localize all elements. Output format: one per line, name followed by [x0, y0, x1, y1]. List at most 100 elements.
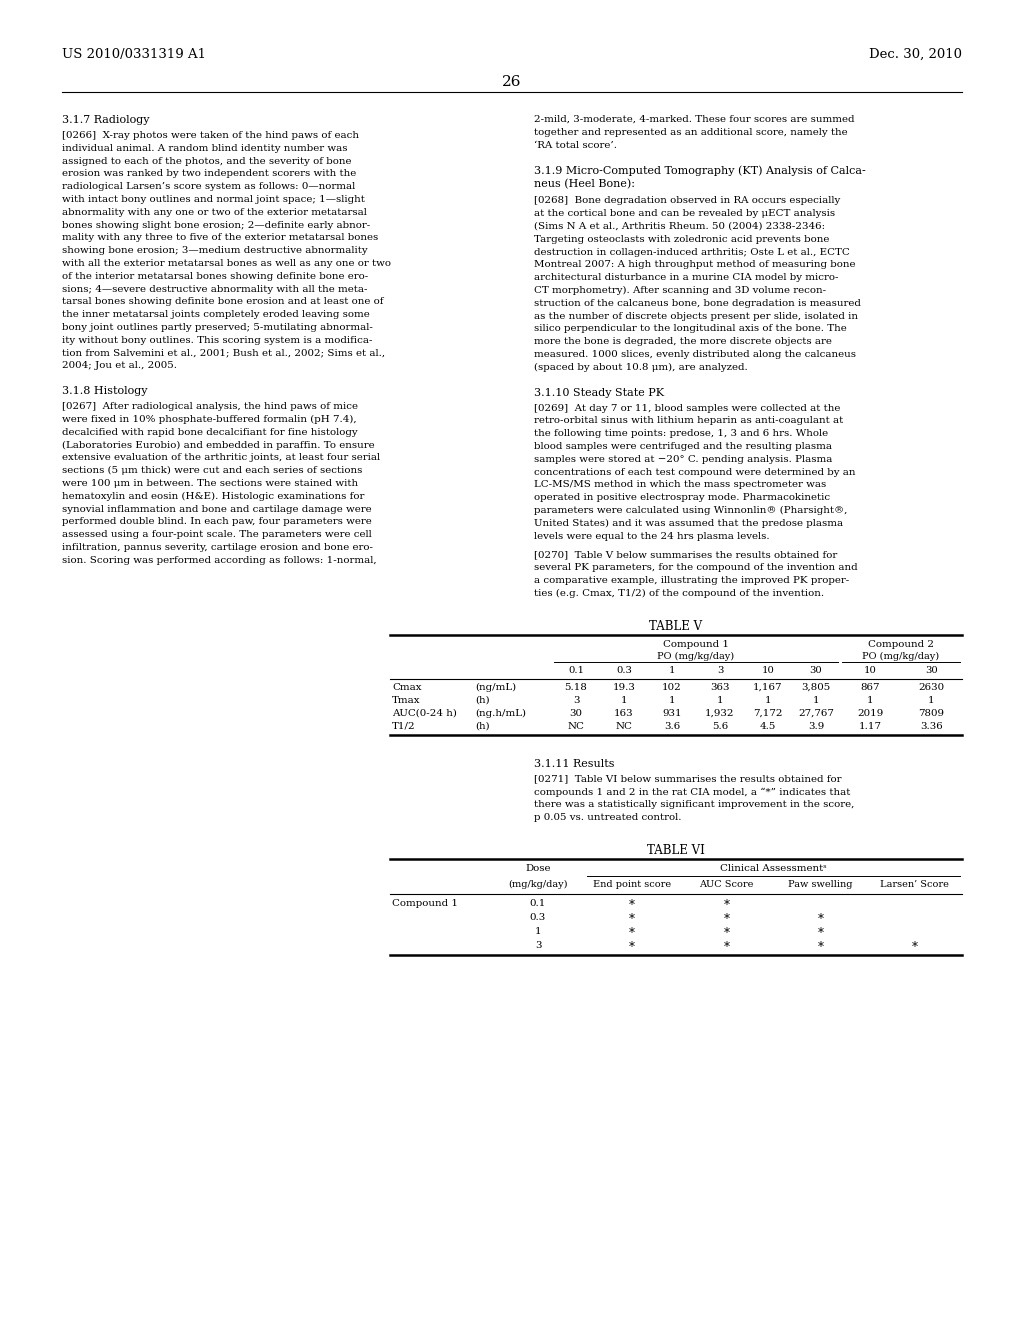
Text: 3,805: 3,805 — [802, 682, 830, 692]
Text: CT morphometry). After scanning and 3D volume recon-: CT morphometry). After scanning and 3D v… — [534, 286, 826, 296]
Text: Cmax: Cmax — [392, 682, 422, 692]
Text: Dose: Dose — [525, 863, 551, 873]
Text: more the bone is degraded, the more discrete objects are: more the bone is degraded, the more disc… — [534, 337, 831, 346]
Text: Compound 2: Compound 2 — [868, 640, 934, 648]
Text: 27,767: 27,767 — [798, 709, 834, 718]
Text: Tmax: Tmax — [392, 696, 421, 705]
Text: Dec. 30, 2010: Dec. 30, 2010 — [869, 48, 962, 61]
Text: infiltration, pannus severity, cartilage erosion and bone ero-: infiltration, pannus severity, cartilage… — [62, 543, 373, 552]
Text: 3: 3 — [717, 665, 723, 675]
Text: 1: 1 — [765, 696, 771, 705]
Text: 3.1.9 Micro-Computed Tomography (KT) Analysis of Calca-: 3.1.9 Micro-Computed Tomography (KT) Ana… — [534, 165, 865, 176]
Text: (h): (h) — [475, 722, 489, 730]
Text: bony joint outlines partly preserved; 5-mutilating abnormal-: bony joint outlines partly preserved; 5-… — [62, 323, 373, 333]
Text: 5.18: 5.18 — [564, 682, 588, 692]
Text: 363: 363 — [711, 682, 730, 692]
Text: with all the exterior metatarsal bones as well as any one or two: with all the exterior metatarsal bones a… — [62, 259, 391, 268]
Text: 1: 1 — [717, 696, 723, 705]
Text: 931: 931 — [663, 709, 682, 718]
Text: *: * — [629, 913, 635, 925]
Text: ity without bony outlines. This scoring system is a modifica-: ity without bony outlines. This scoring … — [62, 335, 373, 345]
Text: *: * — [629, 899, 635, 912]
Text: 3.6: 3.6 — [664, 722, 680, 730]
Text: Clinical Assessmentˢ: Clinical Assessmentˢ — [720, 863, 826, 873]
Text: PO (mg/kg/day): PO (mg/kg/day) — [862, 652, 940, 661]
Text: together and represented as an additional score, namely the: together and represented as an additiona… — [534, 128, 848, 137]
Text: blood samples were centrifuged and the resulting plasma: blood samples were centrifuged and the r… — [534, 442, 831, 451]
Text: 19.3: 19.3 — [612, 682, 636, 692]
Text: NC: NC — [615, 722, 633, 730]
Text: silico perpendicular to the longitudinal axis of the bone. The: silico perpendicular to the longitudinal… — [534, 325, 847, 334]
Text: PO (mg/kg/day): PO (mg/kg/day) — [657, 652, 734, 661]
Text: *: * — [723, 913, 729, 925]
Text: [0267]  After radiological analysis, the hind paws of mice: [0267] After radiological analysis, the … — [62, 403, 358, 412]
Text: LC-MS/MS method in which the mass spectrometer was: LC-MS/MS method in which the mass spectr… — [534, 480, 826, 490]
Text: 1: 1 — [535, 927, 542, 936]
Text: 1.17: 1.17 — [859, 722, 882, 730]
Text: 0.1: 0.1 — [529, 899, 546, 908]
Text: 867: 867 — [861, 682, 881, 692]
Text: tarsal bones showing definite bone erosion and at least one of: tarsal bones showing definite bone erosi… — [62, 297, 384, 306]
Text: End point score: End point score — [593, 880, 671, 888]
Text: *: * — [817, 941, 823, 954]
Text: Compound 1: Compound 1 — [663, 640, 729, 648]
Text: (Sims N A et al., Arthritis Rheum. 50 (2004) 2338-2346:: (Sims N A et al., Arthritis Rheum. 50 (2… — [534, 222, 825, 231]
Text: were fixed in 10% phosphate-buffered formalin (pH 7.4),: were fixed in 10% phosphate-buffered for… — [62, 414, 356, 424]
Text: 1: 1 — [669, 665, 675, 675]
Text: mality with any three to five of the exterior metatarsal bones: mality with any three to five of the ext… — [62, 234, 378, 243]
Text: 3.1.11 Results: 3.1.11 Results — [534, 759, 614, 768]
Text: AUC(0-24 h): AUC(0-24 h) — [392, 709, 457, 718]
Text: 3.1.10 Steady State PK: 3.1.10 Steady State PK — [534, 388, 665, 397]
Text: Targeting osteoclasts with zoledronic acid prevents bone: Targeting osteoclasts with zoledronic ac… — [534, 235, 829, 244]
Text: *: * — [817, 927, 823, 940]
Text: the inner metatarsal joints completely eroded leaving some: the inner metatarsal joints completely e… — [62, 310, 370, 319]
Text: *: * — [817, 913, 823, 925]
Text: 5.6: 5.6 — [712, 722, 728, 730]
Text: 3.1.8 Histology: 3.1.8 Histology — [62, 387, 147, 396]
Text: (h): (h) — [475, 696, 489, 705]
Text: showing bone erosion; 3—medium destructive abnormality: showing bone erosion; 3—medium destructi… — [62, 247, 368, 255]
Text: samples were stored at −20° C. pending analysis. Plasma: samples were stored at −20° C. pending a… — [534, 455, 833, 463]
Text: (ng/mL): (ng/mL) — [475, 682, 516, 692]
Text: [0266]  X-ray photos were taken of the hind paws of each: [0266] X-ray photos were taken of the hi… — [62, 131, 359, 140]
Text: sion. Scoring was performed according as follows: 1-normal,: sion. Scoring was performed according as… — [62, 556, 377, 565]
Text: levels were equal to the 24 hrs plasma levels.: levels were equal to the 24 hrs plasma l… — [534, 532, 770, 541]
Text: there was a statistically significant improvement in the score,: there was a statistically significant im… — [534, 800, 854, 809]
Text: 1: 1 — [928, 696, 935, 705]
Text: *: * — [723, 927, 729, 940]
Text: 0.3: 0.3 — [616, 665, 632, 675]
Text: were 100 μm in between. The sections were stained with: were 100 μm in between. The sections wer… — [62, 479, 358, 488]
Text: a comparative example, illustrating the improved PK proper-: a comparative example, illustrating the … — [534, 576, 849, 585]
Text: 2004; Jou et al., 2005.: 2004; Jou et al., 2005. — [62, 362, 177, 371]
Text: several PK parameters, for the compound of the invention and: several PK parameters, for the compound … — [534, 564, 858, 572]
Text: architectural disturbance in a murine CIA model by micro-: architectural disturbance in a murine CI… — [534, 273, 839, 282]
Text: tion from Salvemini et al., 2001; Bush et al., 2002; Sims et al.,: tion from Salvemini et al., 2001; Bush e… — [62, 348, 385, 358]
Text: 2019: 2019 — [857, 709, 884, 718]
Text: destruction in collagen-induced arthritis; Oste L et al., ECTC: destruction in collagen-induced arthriti… — [534, 248, 850, 256]
Text: 1: 1 — [867, 696, 873, 705]
Text: 7,172: 7,172 — [754, 709, 782, 718]
Text: concentrations of each test compound were determined by an: concentrations of each test compound wer… — [534, 467, 855, 477]
Text: (mg/kg/day): (mg/kg/day) — [508, 880, 567, 888]
Text: erosion was ranked by two independent scorers with the: erosion was ranked by two independent sc… — [62, 169, 356, 178]
Text: Paw swelling: Paw swelling — [788, 880, 853, 888]
Text: of the interior metatarsal bones showing definite bone ero-: of the interior metatarsal bones showing… — [62, 272, 369, 281]
Text: (Laboratories Eurobio) and embedded in paraffin. To ensure: (Laboratories Eurobio) and embedded in p… — [62, 441, 375, 450]
Text: TABLE VI: TABLE VI — [647, 843, 705, 857]
Text: 1,167: 1,167 — [754, 682, 782, 692]
Text: extensive evaluation of the arthritic joints, at least four serial: extensive evaluation of the arthritic jo… — [62, 453, 380, 462]
Text: radiological Larsen’s score system as follows: 0—normal: radiological Larsen’s score system as fo… — [62, 182, 355, 191]
Text: 1,932: 1,932 — [706, 709, 735, 718]
Text: *: * — [629, 927, 635, 940]
Text: neus (Heel Bone):: neus (Heel Bone): — [534, 180, 635, 189]
Text: 1: 1 — [813, 696, 819, 705]
Text: 7809: 7809 — [919, 709, 944, 718]
Text: 0.1: 0.1 — [568, 665, 584, 675]
Text: hematoxylin and eosin (H&E). Histologic examinations for: hematoxylin and eosin (H&E). Histologic … — [62, 492, 365, 500]
Text: [0269]  At day 7 or 11, blood samples were collected at the: [0269] At day 7 or 11, blood samples wer… — [534, 404, 841, 413]
Text: *: * — [723, 899, 729, 912]
Text: sions; 4—severe destructive abnormality with all the meta-: sions; 4—severe destructive abnormality … — [62, 285, 368, 293]
Text: parameters were calculated using Winnonlin® (Pharsight®,: parameters were calculated using Winnonl… — [534, 506, 848, 515]
Text: assigned to each of the photos, and the severity of bone: assigned to each of the photos, and the … — [62, 157, 351, 165]
Text: AUC Score: AUC Score — [699, 880, 754, 888]
